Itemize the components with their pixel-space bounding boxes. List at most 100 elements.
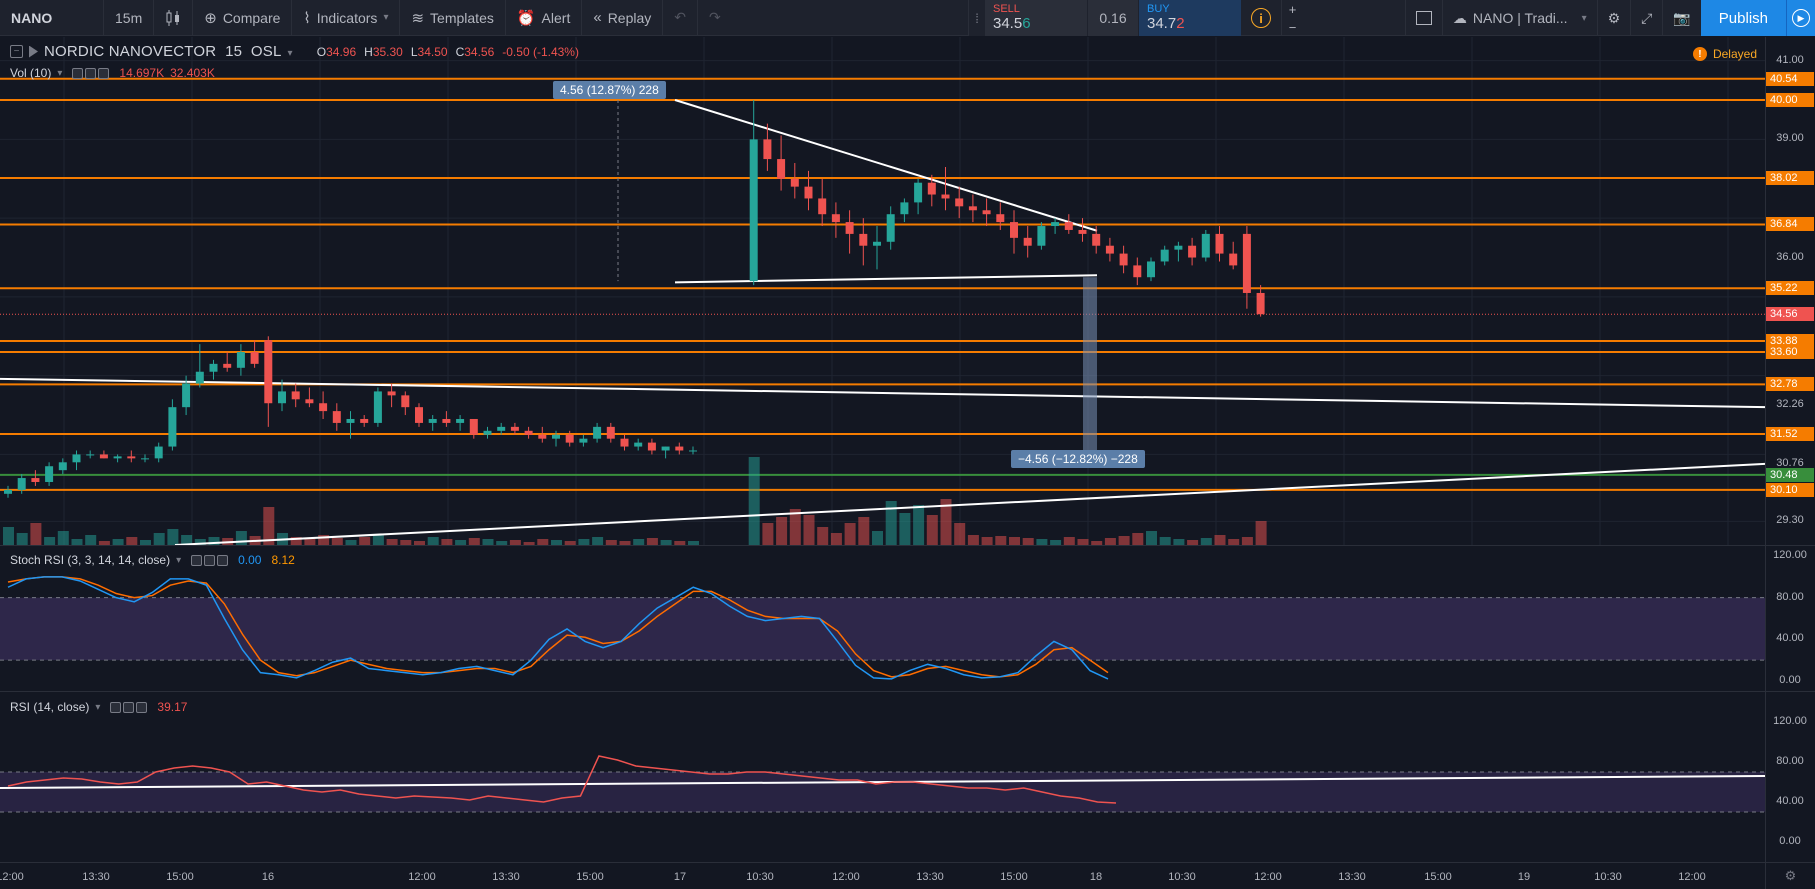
close-icon[interactable] bbox=[217, 554, 229, 566]
settings-button[interactable]: ⚙ bbox=[1596, 0, 1631, 36]
quantity-plus-button[interactable]: + bbox=[1288, 1, 1297, 17]
layout-menu[interactable]: ☁ NANO | Tradi... ▾ bbox=[1441, 0, 1597, 36]
templates-button[interactable]: ≋ Templates bbox=[400, 0, 506, 36]
main-chart-pane[interactable] bbox=[0, 37, 1765, 545]
gear-icon[interactable] bbox=[85, 67, 97, 79]
volume-bar bbox=[762, 523, 774, 545]
eye-icon[interactable] bbox=[72, 67, 84, 79]
chart-type-button[interactable] bbox=[154, 0, 194, 36]
axis-settings-button[interactable]: ⚙ bbox=[1765, 862, 1815, 889]
alert-label: Alert bbox=[541, 9, 571, 26]
volume-bar bbox=[1118, 536, 1130, 545]
candle-body bbox=[141, 458, 149, 460]
time-tick: 15:00 bbox=[576, 871, 604, 883]
stoch-rsi-chart[interactable] bbox=[0, 546, 1765, 691]
volume-title[interactable]: Vol (10) bbox=[10, 66, 52, 80]
candle-body bbox=[1188, 245, 1197, 258]
collapse-icon[interactable]: − bbox=[10, 45, 23, 58]
close-icon[interactable] bbox=[98, 67, 110, 79]
trend-line bbox=[0, 377, 1765, 409]
interval-button[interactable]: 15m bbox=[104, 0, 155, 36]
redo-button[interactable]: ↷ bbox=[698, 0, 732, 36]
publish-menu-button[interactable]: ▶ bbox=[1786, 0, 1815, 36]
candle-body bbox=[593, 426, 602, 439]
buy-button[interactable]: BUY 34.72 bbox=[1139, 0, 1241, 36]
layout-name: NANO | Tradi... bbox=[1472, 10, 1568, 26]
gear-icon[interactable] bbox=[204, 554, 216, 566]
pane-divider[interactable] bbox=[0, 691, 1815, 692]
stoch-d-line bbox=[7, 576, 1109, 678]
candle-body bbox=[86, 454, 95, 456]
volume-bar bbox=[235, 531, 247, 545]
price-axis[interactable] bbox=[1765, 37, 1815, 862]
volume-bar bbox=[619, 541, 631, 545]
volume-bar bbox=[290, 537, 302, 545]
replay-button[interactable]: « Replay bbox=[582, 0, 664, 36]
volume-bar bbox=[496, 541, 508, 545]
candle-body bbox=[1023, 237, 1032, 246]
indicator-controls bbox=[191, 554, 229, 566]
fullscreen-layout-button[interactable] bbox=[1404, 0, 1442, 36]
candle-body bbox=[620, 438, 629, 447]
alert-button[interactable]: ⏰ Alert bbox=[506, 0, 583, 36]
measure-label-up: 4.56 (12.87%) 228 bbox=[553, 81, 666, 99]
undo-button[interactable]: ↶ bbox=[663, 0, 699, 36]
eye-icon[interactable] bbox=[191, 554, 203, 566]
sell-button[interactable]: SELL 34.56 bbox=[985, 0, 1087, 36]
candle-body bbox=[538, 434, 547, 439]
candle-body bbox=[154, 446, 163, 459]
time-axis[interactable]: 12:00 13:30 15:00 16 12:00 13:30 15:00 17 10:30 1… bbox=[0, 862, 1765, 889]
symbol-search-button[interactable]: NANO bbox=[0, 0, 104, 36]
candle-body bbox=[278, 391, 286, 404]
eye-icon[interactable] bbox=[110, 701, 122, 713]
time-tick: 10:30 bbox=[1168, 871, 1196, 883]
time-tick: 12:00 bbox=[408, 871, 436, 883]
drag-handle-icon[interactable]: ⁞ bbox=[969, 0, 985, 36]
time-tick: 15:00 bbox=[1424, 871, 1452, 883]
symbol-label: NANO bbox=[11, 9, 53, 26]
snapshot-button[interactable]: 📷 bbox=[1662, 0, 1700, 36]
candle-body bbox=[510, 426, 519, 431]
rsi-line bbox=[7, 755, 1117, 804]
gear-icon[interactable] bbox=[123, 701, 135, 713]
volume-bar bbox=[153, 533, 165, 545]
volume-ma-value: 32.403K bbox=[170, 66, 215, 80]
fullscreen-button[interactable]: ⤢ bbox=[1630, 0, 1662, 36]
compare-button[interactable]: ⊕ Compare bbox=[193, 0, 293, 36]
rsi-chart[interactable] bbox=[0, 692, 1765, 862]
rsi-title[interactable]: RSI (14, close) bbox=[10, 700, 90, 714]
symbol-title[interactable]: NORDIC NANOVECTOR 15 OSL ▾ bbox=[44, 43, 293, 60]
pane-divider[interactable] bbox=[0, 545, 1815, 546]
volume-bar bbox=[858, 517, 870, 545]
gear-icon: ⚙ bbox=[1607, 9, 1621, 26]
quantity-minus-button[interactable]: − bbox=[1288, 19, 1297, 35]
rsi-pane[interactable] bbox=[0, 692, 1765, 862]
volume-bar bbox=[674, 541, 686, 545]
plus-circle-icon: ⊕ bbox=[204, 9, 217, 27]
indicators-button[interactable]: ⌇ Indicators ▾ bbox=[292, 0, 401, 36]
rsi-axis-tick: 0.00 bbox=[1779, 835, 1801, 847]
candle-body bbox=[749, 139, 758, 282]
delayed-badge[interactable]: ! Delayed bbox=[1692, 47, 1757, 61]
candle-body bbox=[387, 391, 396, 396]
indicators-icon: ⌇ bbox=[303, 9, 311, 27]
stoch-title[interactable]: Stoch RSI (3, 3, 14, 14, close) bbox=[10, 553, 171, 567]
stoch-rsi-pane[interactable] bbox=[0, 546, 1765, 691]
volume-value: 14.697K bbox=[119, 66, 165, 80]
close-icon[interactable] bbox=[136, 701, 148, 713]
candle-body bbox=[982, 210, 991, 215]
trend-line bbox=[674, 99, 1098, 232]
sell-label: SELL bbox=[993, 3, 1020, 15]
candle-body bbox=[346, 418, 355, 423]
rsi-axis-tick: 120.00 bbox=[1773, 715, 1807, 727]
trading-info-button[interactable]: i bbox=[1241, 0, 1281, 36]
candle-body bbox=[1160, 249, 1169, 262]
publish-button[interactable]: Publish bbox=[1700, 0, 1786, 36]
volume-bar bbox=[967, 535, 979, 545]
candle-body bbox=[689, 450, 697, 452]
time-tick: 12:00 bbox=[1678, 871, 1706, 883]
price-chart[interactable] bbox=[0, 37, 1765, 545]
square-icon bbox=[1415, 11, 1432, 25]
volume-bar bbox=[633, 539, 645, 545]
candle-body bbox=[968, 206, 977, 211]
